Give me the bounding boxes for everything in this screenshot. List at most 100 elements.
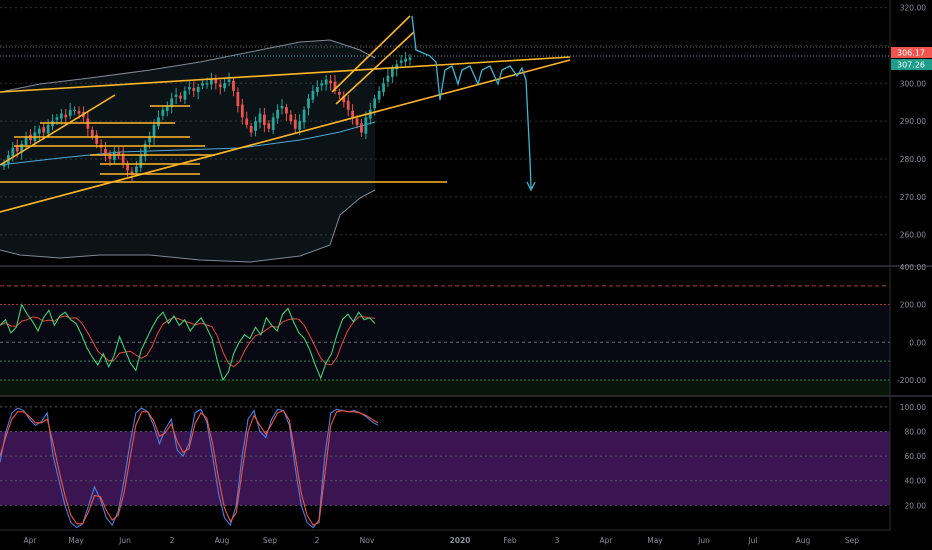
y-tick-label: 400.00 — [900, 263, 926, 272]
candle-body — [201, 83, 204, 86]
candle-body — [143, 143, 147, 157]
candle-body — [333, 81, 337, 91]
candle-body — [404, 58, 407, 62]
candle-body — [368, 109, 372, 119]
candle-body — [311, 90, 315, 100]
price-scale[interactable]: 260.00 270.00 280.00 290.00 300.00 320.00 -200… — [897, 4, 926, 511]
cci-oversold-zone — [0, 379, 890, 395]
candle-body — [267, 123, 271, 129]
projection-arrow-icon — [526, 181, 536, 192]
candle-body — [382, 83, 385, 92]
x-tick-label: 2 — [315, 536, 320, 545]
candle-body — [395, 64, 399, 70]
cci-line — [0, 303, 376, 382]
candle-body — [46, 124, 50, 134]
candle-body — [280, 106, 284, 109]
y-tick-label: 260.00 — [900, 231, 926, 240]
candle-body — [289, 114, 293, 122]
candle-body — [360, 123, 363, 133]
candle-body — [121, 153, 125, 163]
y-tick-label: 40.00 — [905, 477, 927, 486]
candle-body — [130, 171, 134, 175]
cci-panel[interactable] — [0, 285, 890, 395]
y-tick-label: 60.00 — [905, 452, 927, 461]
band-area — [0, 40, 375, 262]
candle-body — [355, 118, 359, 125]
x-tick-label: Feb — [503, 536, 517, 545]
candle-body — [254, 121, 257, 131]
last-price-badge: 306.17 307.26 — [891, 47, 932, 70]
x-tick-label: Jun — [118, 536, 131, 545]
y-tick-label: 200.00 — [900, 301, 926, 310]
candle-body — [187, 87, 191, 90]
candle-body — [364, 117, 368, 134]
candle-body — [174, 94, 178, 97]
cci-signal-line — [0, 315, 376, 368]
x-tick-label: Apr — [24, 536, 38, 545]
candle-body — [240, 104, 244, 118]
badge-red — [891, 47, 932, 58]
y-tick-label: 280.00 — [900, 155, 926, 164]
candle-body — [342, 95, 346, 103]
badge-red-text: 306.17 — [897, 49, 925, 58]
candle-body — [205, 83, 209, 85]
y-tick-label: 100.00 — [900, 403, 926, 412]
x-tick-label: 2 — [170, 536, 175, 545]
early-trend-line — [0, 94, 116, 166]
badge-teal-text: 307.26 — [897, 61, 925, 70]
candle-body — [59, 113, 63, 119]
x-tick-label: Aug — [796, 536, 811, 545]
candle-body — [262, 114, 266, 125]
candle-body — [134, 166, 138, 173]
channel-upper-line — [331, 15, 411, 93]
candle-body — [315, 87, 319, 92]
candle-body — [373, 98, 377, 109]
candle-body — [165, 106, 169, 111]
wedge-lower-line — [0, 59, 571, 213]
candle-body — [139, 155, 143, 168]
candle-body — [271, 117, 275, 130]
candle-body — [73, 109, 77, 111]
candle-body — [258, 113, 262, 123]
candle-body — [24, 136, 28, 145]
candle-body — [179, 95, 182, 99]
projection-path — [411, 15, 532, 189]
badge-teal — [891, 59, 932, 70]
candle-body — [108, 153, 112, 159]
x-tick-label: 2020 — [450, 536, 471, 545]
band-upper — [0, 39, 376, 93]
candle-body — [249, 126, 253, 133]
candle-body — [152, 124, 156, 138]
stoch-k-line — [0, 407, 379, 529]
candle-body — [236, 91, 240, 106]
x-tick-label: Apr — [600, 536, 614, 545]
time-scale[interactable]: Apr May Jun 2 Aug Sep 2 Nov 2020 Feb 3 Apr May Jun Jul… — [0, 529, 890, 545]
y-tick-label: 320.00 — [900, 4, 926, 13]
candle-body — [68, 109, 72, 116]
candle-body — [183, 90, 187, 100]
candle-body — [285, 107, 288, 114]
candle-body — [320, 83, 324, 86]
candle-body — [95, 134, 99, 144]
y-tick-label: 20.00 — [905, 501, 927, 510]
candle-body — [148, 136, 152, 143]
candle-body — [390, 68, 394, 77]
candle-body — [20, 143, 24, 153]
candle-body — [214, 77, 218, 84]
stoch-d-line — [0, 409, 379, 526]
y-tick-label: 270.00 — [900, 193, 926, 202]
x-tick-label: Nov — [360, 536, 375, 545]
candle-body — [276, 109, 280, 119]
price-panel[interactable] — [0, 7, 890, 263]
x-tick-label: Sep — [845, 536, 859, 545]
candle-body — [2, 162, 6, 167]
stochastic-panel[interactable] — [0, 406, 890, 529]
candle-body — [329, 80, 332, 84]
y-tick-label: 80.00 — [905, 427, 927, 436]
candle-body — [161, 109, 165, 116]
candle-body — [170, 98, 174, 108]
candle-body — [227, 79, 231, 82]
candle-body — [408, 57, 412, 60]
y-tick-label: 0.00 — [909, 338, 926, 347]
